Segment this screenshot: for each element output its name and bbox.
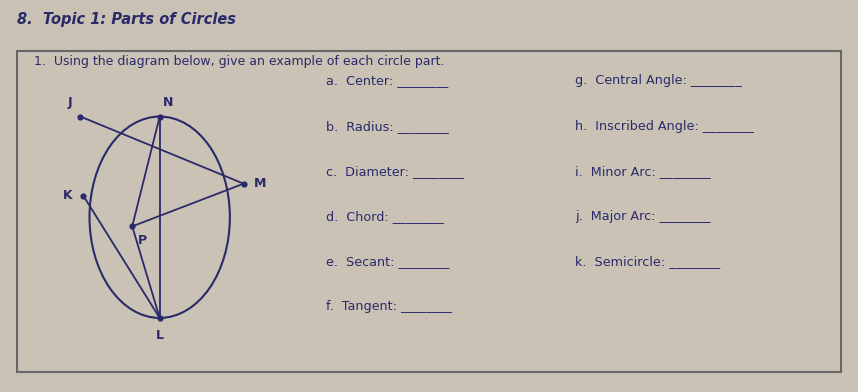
Text: g.  Central Angle: ________: g. Central Angle: ________ [575,74,741,87]
Text: 8.  Topic 1: Parts of Circles: 8. Topic 1: Parts of Circles [17,12,236,27]
Text: h.  Inscribed Angle: ________: h. Inscribed Angle: ________ [575,120,753,132]
Text: i.  Minor Arc: ________: i. Minor Arc: ________ [575,165,710,178]
Text: M: M [254,177,267,190]
Text: b.  Radius: ________: b. Radius: ________ [326,120,449,132]
Text: f.  Tangent: ________: f. Tangent: ________ [326,300,452,313]
Text: a.  Center: ________: a. Center: ________ [326,74,448,87]
Text: K: K [63,189,73,202]
Text: 1.  Using the diagram below, give an example of each circle part.: 1. Using the diagram below, give an exam… [34,55,444,68]
Text: N: N [163,96,173,109]
Text: j.  Major Arc: ________: j. Major Arc: ________ [575,210,710,223]
Text: P: P [138,234,148,247]
Text: e.  Secant: ________: e. Secant: ________ [326,255,450,268]
Text: c.  Diameter: ________: c. Diameter: ________ [326,165,464,178]
Text: d.  Chord: ________: d. Chord: ________ [326,210,444,223]
Text: k.  Semicircle: ________: k. Semicircle: ________ [575,255,720,268]
Text: J: J [68,96,73,109]
Text: L: L [155,328,164,341]
